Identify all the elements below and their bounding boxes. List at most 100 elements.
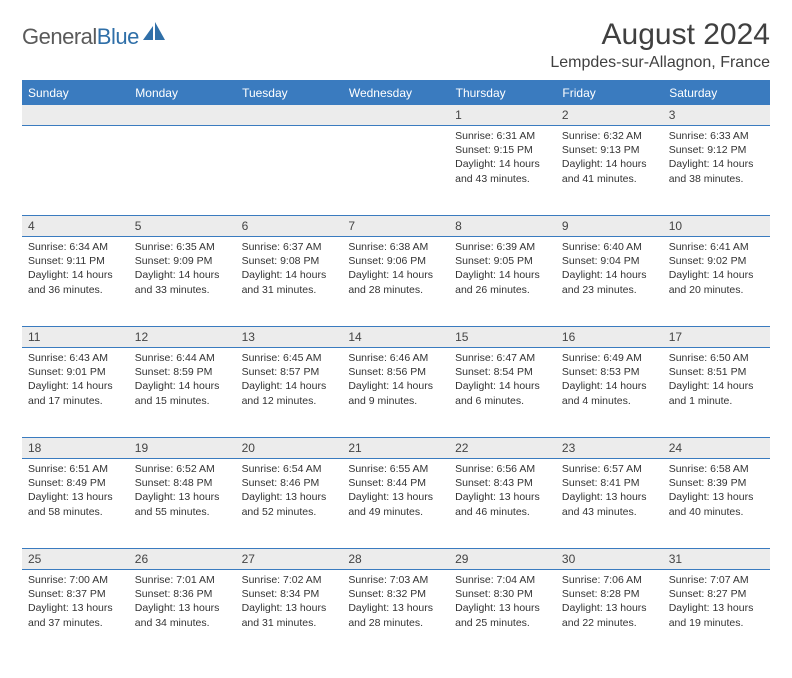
- sunrise-text: Sunrise: 6:49 AM: [562, 351, 657, 365]
- sunrise-text: Sunrise: 6:51 AM: [28, 462, 123, 476]
- daylight-text: Daylight: 13 hours and 46 minutes.: [455, 490, 550, 518]
- day-details: Sunrise: 6:47 AMSunset: 8:54 PMDaylight:…: [449, 348, 556, 414]
- daylight-text: Daylight: 13 hours and 43 minutes.: [562, 490, 657, 518]
- sunrise-text: Sunrise: 6:43 AM: [28, 351, 123, 365]
- day-content-cell: Sunrise: 7:00 AMSunset: 8:37 PMDaylight:…: [22, 570, 129, 660]
- day-content-cell: Sunrise: 6:47 AMSunset: 8:54 PMDaylight:…: [449, 348, 556, 438]
- day-content-cell: Sunrise: 6:45 AMSunset: 8:57 PMDaylight:…: [236, 348, 343, 438]
- daylight-text: Daylight: 14 hours and 15 minutes.: [135, 379, 230, 407]
- daylight-text: Daylight: 13 hours and 31 minutes.: [242, 601, 337, 629]
- day-details: Sunrise: 6:38 AMSunset: 9:06 PMDaylight:…: [342, 237, 449, 303]
- daylight-text: Daylight: 14 hours and 20 minutes.: [669, 268, 764, 296]
- sunrise-text: Sunrise: 6:54 AM: [242, 462, 337, 476]
- day-content-cell: Sunrise: 6:44 AMSunset: 8:59 PMDaylight:…: [129, 348, 236, 438]
- sunset-text: Sunset: 8:53 PM: [562, 365, 657, 379]
- day-number-cell: 9: [556, 216, 663, 237]
- day-number-cell: 15: [449, 327, 556, 348]
- day-number-cell: 14: [342, 327, 449, 348]
- day-content-cell: Sunrise: 6:46 AMSunset: 8:56 PMDaylight:…: [342, 348, 449, 438]
- day-number-cell: 20: [236, 438, 343, 459]
- day-content-cell: Sunrise: 6:39 AMSunset: 9:05 PMDaylight:…: [449, 237, 556, 327]
- daylight-text: Daylight: 14 hours and 31 minutes.: [242, 268, 337, 296]
- day-number-cell: 8: [449, 216, 556, 237]
- daylight-text: Daylight: 14 hours and 23 minutes.: [562, 268, 657, 296]
- day-content-row: Sunrise: 6:31 AMSunset: 9:15 PMDaylight:…: [22, 126, 770, 216]
- sunset-text: Sunset: 8:56 PM: [348, 365, 443, 379]
- day-content-cell: Sunrise: 6:35 AMSunset: 9:09 PMDaylight:…: [129, 237, 236, 327]
- day-number-cell: 6: [236, 216, 343, 237]
- sunrise-text: Sunrise: 6:31 AM: [455, 129, 550, 143]
- day-content-cell: Sunrise: 6:38 AMSunset: 9:06 PMDaylight:…: [342, 237, 449, 327]
- sunset-text: Sunset: 8:57 PM: [242, 365, 337, 379]
- day-content-cell: [342, 126, 449, 216]
- weekday-header: Friday: [556, 81, 663, 105]
- sunrise-text: Sunrise: 6:55 AM: [348, 462, 443, 476]
- sunrise-text: Sunrise: 7:07 AM: [669, 573, 764, 587]
- day-content-cell: Sunrise: 7:01 AMSunset: 8:36 PMDaylight:…: [129, 570, 236, 660]
- sunset-text: Sunset: 8:46 PM: [242, 476, 337, 490]
- day-number-cell: 30: [556, 549, 663, 570]
- daylight-text: Daylight: 14 hours and 12 minutes.: [242, 379, 337, 407]
- day-details: Sunrise: 6:54 AMSunset: 8:46 PMDaylight:…: [236, 459, 343, 525]
- day-number-cell: 26: [129, 549, 236, 570]
- weekday-header: Monday: [129, 81, 236, 105]
- sunrise-text: Sunrise: 7:04 AM: [455, 573, 550, 587]
- day-number-cell: 18: [22, 438, 129, 459]
- daylight-text: Daylight: 14 hours and 9 minutes.: [348, 379, 443, 407]
- daylight-text: Daylight: 13 hours and 58 minutes.: [28, 490, 123, 518]
- calendar-header-row: SundayMondayTuesdayWednesdayThursdayFrid…: [22, 81, 770, 105]
- day-number-cell: 19: [129, 438, 236, 459]
- sunset-text: Sunset: 8:36 PM: [135, 587, 230, 601]
- day-details: Sunrise: 6:33 AMSunset: 9:12 PMDaylight:…: [663, 126, 770, 192]
- calendar-body: 123Sunrise: 6:31 AMSunset: 9:15 PMDaylig…: [22, 105, 770, 660]
- day-number-row: 11121314151617: [22, 327, 770, 348]
- month-title: August 2024: [550, 18, 770, 52]
- sunset-text: Sunset: 9:01 PM: [28, 365, 123, 379]
- sunrise-text: Sunrise: 6:50 AM: [669, 351, 764, 365]
- calendar-page: GeneralBlue August 2024 Lempdes-sur-Alla…: [0, 0, 792, 678]
- day-number-cell: [342, 105, 449, 126]
- daylight-text: Daylight: 13 hours and 52 minutes.: [242, 490, 337, 518]
- sunset-text: Sunset: 9:09 PM: [135, 254, 230, 268]
- sunrise-text: Sunrise: 6:47 AM: [455, 351, 550, 365]
- daylight-text: Daylight: 13 hours and 55 minutes.: [135, 490, 230, 518]
- day-number-row: 25262728293031: [22, 549, 770, 570]
- sunset-text: Sunset: 8:32 PM: [348, 587, 443, 601]
- daylight-text: Daylight: 14 hours and 6 minutes.: [455, 379, 550, 407]
- daylight-text: Daylight: 14 hours and 36 minutes.: [28, 268, 123, 296]
- sunrise-text: Sunrise: 6:37 AM: [242, 240, 337, 254]
- day-details: Sunrise: 7:01 AMSunset: 8:36 PMDaylight:…: [129, 570, 236, 636]
- day-content-row: Sunrise: 6:43 AMSunset: 9:01 PM Daylight:…: [22, 348, 770, 438]
- day-details: Sunrise: 6:32 AMSunset: 9:13 PMDaylight:…: [556, 126, 663, 192]
- sunrise-text: Sunrise: 6:39 AM: [455, 240, 550, 254]
- day-number-cell: 4: [22, 216, 129, 237]
- day-content-cell: Sunrise: 6:43 AMSunset: 9:01 PMDaylight:…: [22, 348, 129, 438]
- logo-text: GeneralBlue: [22, 24, 139, 50]
- sunrise-text: Sunrise: 6:40 AM: [562, 240, 657, 254]
- day-details: Sunrise: 6:55 AMSunset: 8:44 PMDaylight:…: [342, 459, 449, 525]
- day-details: Sunrise: 6:35 AMSunset: 9:09 PMDaylight:…: [129, 237, 236, 303]
- sunrise-text: Sunrise: 6:44 AM: [135, 351, 230, 365]
- day-content-cell: Sunrise: 6:34 AMSunset: 9:11 PMDaylight:…: [22, 237, 129, 327]
- day-details: Sunrise: 7:02 AMSunset: 8:34 PMDaylight:…: [236, 570, 343, 636]
- sunrise-text: Sunrise: 6:46 AM: [348, 351, 443, 365]
- daylight-text: Daylight: 13 hours and 28 minutes.: [348, 601, 443, 629]
- sunrise-text: Sunrise: 6:52 AM: [135, 462, 230, 476]
- logo-sail-icon: [143, 22, 165, 47]
- sunrise-text: Sunrise: 6:56 AM: [455, 462, 550, 476]
- daylight-text: Daylight: 14 hours and 41 minutes.: [562, 157, 657, 185]
- day-details: Sunrise: 6:50 AMSunset: 8:51 PMDaylight:…: [663, 348, 770, 414]
- day-number-row: 123: [22, 105, 770, 126]
- day-content-cell: Sunrise: 6:37 AMSunset: 9:08 PMDaylight:…: [236, 237, 343, 327]
- daylight-text: Daylight: 13 hours and 25 minutes.: [455, 601, 550, 629]
- day-number-cell: 27: [236, 549, 343, 570]
- sunset-text: Sunset: 8:37 PM: [28, 587, 123, 601]
- day-content-row: Sunrise: 7:00 AMSunset: 8:37 PMDaylight:…: [22, 570, 770, 660]
- sunset-text: Sunset: 8:28 PM: [562, 587, 657, 601]
- sunset-text: Sunset: 9:12 PM: [669, 143, 764, 157]
- day-number-row: 45678910: [22, 216, 770, 237]
- day-content-cell: Sunrise: 7:06 AMSunset: 8:28 PMDaylight:…: [556, 570, 663, 660]
- day-details: Sunrise: 6:57 AMSunset: 8:41 PMDaylight:…: [556, 459, 663, 525]
- day-content-cell: Sunrise: 6:57 AMSunset: 8:41 PMDaylight:…: [556, 459, 663, 549]
- weekday-header: Thursday: [449, 81, 556, 105]
